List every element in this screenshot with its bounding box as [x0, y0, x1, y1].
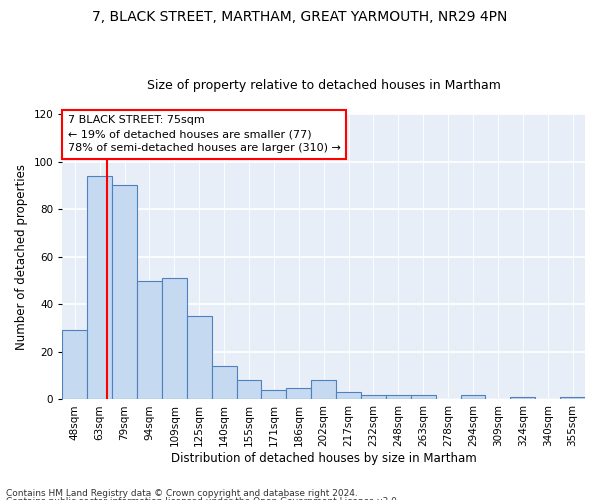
Bar — [461, 394, 485, 400]
Bar — [187, 316, 212, 400]
Bar — [137, 280, 162, 400]
Bar — [87, 176, 112, 400]
Bar — [511, 397, 535, 400]
Text: 7 BLACK STREET: 75sqm
← 19% of detached houses are smaller (77)
78% of semi-deta: 7 BLACK STREET: 75sqm ← 19% of detached … — [68, 116, 340, 154]
Bar — [386, 394, 411, 400]
Text: Contains HM Land Registry data © Crown copyright and database right 2024.: Contains HM Land Registry data © Crown c… — [6, 488, 358, 498]
Bar — [336, 392, 361, 400]
Bar — [311, 380, 336, 400]
Bar — [162, 278, 187, 400]
Bar — [411, 394, 436, 400]
Y-axis label: Number of detached properties: Number of detached properties — [15, 164, 28, 350]
X-axis label: Distribution of detached houses by size in Martham: Distribution of detached houses by size … — [171, 452, 476, 465]
Bar — [361, 394, 386, 400]
Bar — [236, 380, 262, 400]
Bar — [62, 330, 87, 400]
Title: Size of property relative to detached houses in Martham: Size of property relative to detached ho… — [147, 79, 500, 92]
Bar — [112, 186, 137, 400]
Bar — [262, 390, 286, 400]
Text: 7, BLACK STREET, MARTHAM, GREAT YARMOUTH, NR29 4PN: 7, BLACK STREET, MARTHAM, GREAT YARMOUTH… — [92, 10, 508, 24]
Text: Contains public sector information licensed under the Open Government Licence v3: Contains public sector information licen… — [6, 497, 400, 500]
Bar — [560, 397, 585, 400]
Bar — [286, 388, 311, 400]
Bar — [212, 366, 236, 400]
